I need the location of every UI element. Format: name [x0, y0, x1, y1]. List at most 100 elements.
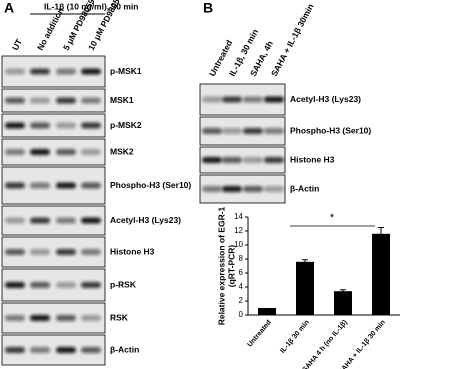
row-label: RSK: [110, 312, 129, 322]
y-tick-label: 2: [239, 296, 244, 305]
blot-band: [81, 347, 101, 353]
blot-band: [30, 315, 50, 321]
blot-band: [81, 217, 101, 224]
blot-band: [81, 182, 101, 189]
blot-band: [30, 97, 50, 104]
blot-band: [56, 97, 76, 104]
blot-band: [30, 122, 50, 129]
y-axis-label: Relative expression of EGR-1: [216, 206, 226, 325]
blot-band: [264, 186, 284, 192]
significance-star: *: [330, 212, 335, 224]
row-label: p-MSK2: [110, 120, 142, 130]
blot-band: [30, 282, 50, 288]
blot-band: [30, 347, 50, 353]
x-tick-label: Untreated: [247, 319, 273, 349]
y-tick-label: 12: [234, 226, 243, 235]
blot-band: [5, 182, 25, 189]
blot-band: [81, 282, 101, 288]
blot-band: [30, 149, 50, 155]
panel-letter: B: [203, 0, 213, 16]
blot-panel: [1, 88, 106, 113]
blot-band: [56, 122, 76, 129]
error-bar: [302, 259, 308, 264]
blot-band: [30, 249, 50, 255]
bar: [334, 291, 352, 315]
row-label: Histone H3: [110, 246, 155, 256]
blot-band: [243, 157, 263, 163]
y-tick-label: 8: [239, 254, 244, 263]
blot-band: [56, 249, 76, 255]
blot-band: [222, 96, 242, 103]
blot-band: [56, 315, 76, 321]
y-tick-label: 4: [239, 282, 244, 291]
blot-band: [81, 122, 101, 129]
blot-band: [202, 96, 222, 103]
row-label: Phospho-H3 (Ser10): [290, 125, 371, 135]
blot-band: [5, 315, 25, 321]
y-tick-label: 14: [234, 212, 243, 221]
blot-band: [56, 182, 76, 189]
blot-band: [56, 149, 76, 155]
y-tick-label: 10: [234, 240, 243, 249]
y-tick-label: 0: [239, 310, 244, 319]
row-label: β-Actin: [290, 183, 319, 193]
error-bar: [340, 289, 346, 293]
blot-band: [5, 149, 25, 155]
row-label: Acetyl-H3 (Lys23): [290, 94, 361, 104]
blot-band: [5, 122, 25, 129]
blot-panel: [1, 113, 106, 138]
bar: [372, 233, 390, 315]
blot-band: [56, 68, 76, 75]
panel-letter: A: [4, 0, 14, 16]
blot-band: [5, 97, 25, 104]
row-label: Acetyl-H3 (Lys23): [110, 215, 181, 225]
row-label: p-MSK1: [110, 66, 142, 76]
blot-band: [222, 157, 242, 163]
blot-band: [5, 217, 25, 224]
lane-label: SAHA + IL-1β 30min: [269, 2, 316, 78]
y-axis-label: (qRT-PCR): [226, 245, 236, 288]
blot-band: [30, 182, 50, 189]
x-tick-label: IL-1β 30 min: [279, 319, 311, 355]
treatment-label: IL-1β (10 ng/ml), 30 min: [44, 1, 138, 11]
row-label: MSK1: [110, 95, 134, 105]
blot-band: [81, 68, 101, 75]
blot-band: [264, 96, 284, 103]
row-label: Phospho-H3 (Ser10): [110, 180, 191, 190]
bar: [296, 261, 314, 315]
row-label: β-Actin: [110, 344, 139, 354]
blot-band: [5, 249, 25, 255]
blot-band: [81, 97, 101, 104]
blot-band: [30, 217, 50, 224]
blot-band: [5, 347, 25, 353]
blot-band: [222, 186, 242, 192]
row-label: MSK2: [110, 146, 134, 156]
blot-band: [202, 157, 222, 163]
blot-band: [202, 186, 222, 192]
blot-band: [243, 186, 263, 192]
blot-band: [243, 96, 263, 103]
blot-band: [5, 282, 25, 288]
blot-band: [81, 315, 101, 321]
blot-band: [5, 68, 25, 75]
blot-band: [222, 128, 242, 134]
x-tick-label: SAHA 4 h (no IL-1β): [301, 319, 348, 369]
y-tick-label: 6: [239, 268, 244, 277]
blot-band: [56, 347, 76, 353]
blot-band: [56, 217, 76, 224]
blot-band: [243, 128, 263, 134]
blot-band: [81, 149, 101, 155]
bar: [258, 308, 276, 315]
blot-band: [264, 157, 284, 163]
blot-band: [264, 128, 284, 134]
error-bar: [378, 227, 384, 241]
row-label: p-RSK: [110, 279, 137, 289]
blot-band: [30, 68, 50, 75]
blot-band: [56, 282, 76, 288]
blot-band: [202, 128, 222, 134]
lane-label: UT: [10, 37, 25, 52]
blot-band: [81, 249, 101, 255]
row-label: Histone H3: [290, 154, 335, 164]
